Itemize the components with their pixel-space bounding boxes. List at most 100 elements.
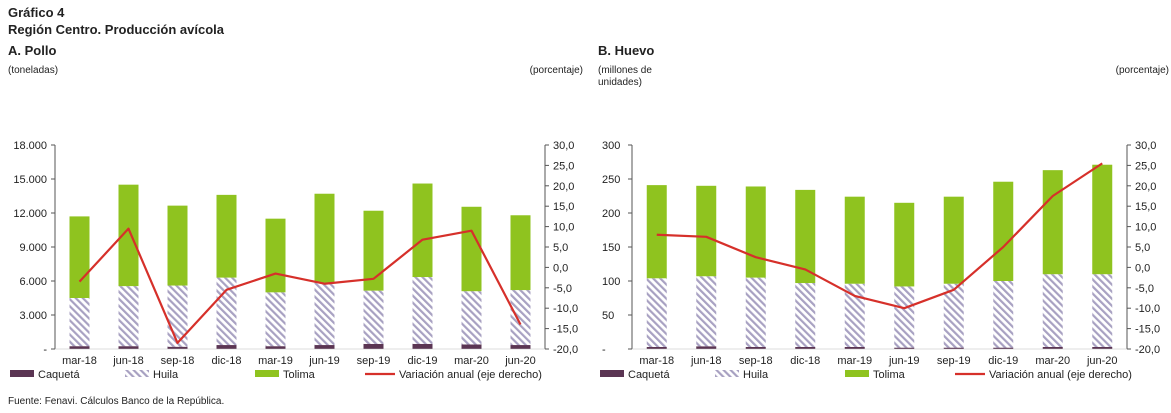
bar-huila bbox=[363, 290, 384, 344]
panel-title: B. Huevo bbox=[598, 43, 654, 58]
y-tick-label: 100 bbox=[602, 276, 620, 288]
bar-tolima bbox=[510, 215, 531, 291]
y-tick-label: 9.000 bbox=[19, 242, 47, 254]
x-tick-label: sep-18 bbox=[739, 355, 773, 367]
bar-huila bbox=[69, 298, 90, 347]
y-tick-label: 3.000 bbox=[19, 310, 47, 322]
y2-tick-label: 25,0 bbox=[553, 160, 574, 172]
x-tick-label: mar-20 bbox=[454, 355, 489, 367]
bar-caqueta bbox=[696, 346, 717, 349]
bar-tolima bbox=[943, 196, 964, 284]
y-tick-label: 300 bbox=[602, 140, 620, 152]
bar-tolima bbox=[646, 185, 667, 279]
y2-tick-label: 15,0 bbox=[1135, 201, 1156, 213]
bar-caqueta bbox=[412, 343, 433, 349]
legend-swatch-caqueta bbox=[600, 370, 624, 377]
x-tick-label: jun-19 bbox=[888, 355, 920, 367]
bar-caqueta bbox=[795, 346, 816, 349]
source-note: Fuente: Fenavi. Cálculos Banco de la Rep… bbox=[8, 396, 225, 407]
legend-label-variacion: Variación anual (eje derecho) bbox=[989, 369, 1132, 381]
bar-caqueta bbox=[894, 347, 915, 349]
bar-huila bbox=[894, 286, 915, 348]
x-tick-label: mar-19 bbox=[837, 355, 872, 367]
bar-tolima bbox=[993, 181, 1014, 281]
x-tick-label: dic-18 bbox=[790, 355, 820, 367]
panel-huevo: B. Huevo (millones de unidades) (porcentaje… bbox=[590, 40, 1171, 392]
bar-huila bbox=[314, 282, 335, 346]
legend-label-tolima: Tolima bbox=[873, 369, 906, 381]
bar-huila bbox=[412, 277, 433, 344]
bar-caqueta bbox=[167, 346, 188, 349]
bar-caqueta bbox=[118, 346, 139, 349]
bar-tolima bbox=[696, 185, 717, 277]
panel-title: A. Pollo bbox=[8, 43, 56, 58]
y-tick-label: - bbox=[43, 344, 47, 356]
y2-tick-label: -15,0 bbox=[553, 324, 578, 336]
legend-swatch-tolima bbox=[845, 370, 869, 377]
x-tick-label: sep-19 bbox=[937, 355, 971, 367]
y-tick-label: 250 bbox=[602, 174, 620, 186]
legend-swatch-tolima bbox=[255, 370, 279, 377]
bar-huila bbox=[993, 281, 1014, 348]
y2-tick-label: 30,0 bbox=[553, 140, 574, 152]
bar-huila bbox=[265, 292, 286, 347]
bar-tolima bbox=[1042, 170, 1063, 275]
line-variacion-anual bbox=[78, 227, 522, 344]
bar-tolima bbox=[745, 186, 766, 278]
bar-caqueta bbox=[844, 346, 865, 349]
legend-label-huila: Huila bbox=[743, 369, 769, 381]
bar-tolima bbox=[265, 218, 286, 293]
x-tick-label: jun-20 bbox=[504, 355, 536, 367]
y2-tick-label: 30,0 bbox=[1135, 140, 1156, 152]
line-variacion-anual bbox=[656, 162, 1103, 310]
bar-caqueta bbox=[510, 345, 531, 349]
y2-tick-label: -5,0 bbox=[553, 283, 572, 295]
x-tick-label: mar-18 bbox=[639, 355, 674, 367]
y2-tick-label: -10,0 bbox=[553, 303, 578, 315]
legend-swatch-huila bbox=[125, 370, 149, 377]
y2-tick-label: 15,0 bbox=[553, 201, 574, 213]
panel-pollo: A. Pollo (toneladas) (porcentaje) - 3.000 6.0… bbox=[0, 40, 585, 392]
y2-tick-label: 5,0 bbox=[1135, 242, 1150, 254]
bar-tolima bbox=[412, 183, 433, 278]
legend-swatch-huila bbox=[715, 370, 739, 377]
bar-tolima bbox=[69, 216, 90, 298]
bar-tolima bbox=[167, 205, 188, 286]
y-tick-label: 18.000 bbox=[13, 140, 47, 152]
chart-subtitle: Región Centro. Producción avícola bbox=[8, 22, 224, 37]
y2-tick-label: 0,0 bbox=[1135, 262, 1150, 274]
bar-tolima bbox=[894, 202, 915, 287]
bar-huila bbox=[696, 276, 717, 347]
x-tick-label: dic-19 bbox=[408, 355, 438, 367]
chart-title: Gráfico 4 bbox=[8, 5, 65, 20]
bar-tolima bbox=[795, 189, 816, 284]
bar-tolima bbox=[844, 196, 865, 284]
y-tick-label: 150 bbox=[602, 242, 620, 254]
bar-huila bbox=[118, 286, 139, 347]
bar-caqueta bbox=[646, 346, 667, 349]
bar-huila bbox=[795, 283, 816, 347]
y2-tick-label: -10,0 bbox=[1135, 303, 1160, 315]
y-tick-label: 12.000 bbox=[13, 208, 47, 220]
bar-huila bbox=[844, 283, 865, 347]
y2-tick-label: -20,0 bbox=[1135, 344, 1160, 356]
x-tick-label: sep-19 bbox=[357, 355, 391, 367]
x-tick-label: jun-20 bbox=[1086, 355, 1118, 367]
bar-caqueta bbox=[216, 345, 237, 349]
legend-label-caqueta: Caquetá bbox=[628, 369, 670, 381]
bar-caqueta bbox=[745, 346, 766, 349]
bar-caqueta bbox=[461, 344, 482, 349]
bar-tolima bbox=[314, 193, 335, 283]
bar-tolima bbox=[363, 210, 384, 291]
x-tick-label: jun-18 bbox=[690, 355, 722, 367]
y-axis-label: (toneladas) bbox=[8, 65, 58, 76]
y-axis-label: (millones de bbox=[598, 65, 652, 76]
y2-axis-label: (porcentaje) bbox=[1116, 65, 1169, 76]
legend-label-huila: Huila bbox=[153, 369, 179, 381]
bar-huila bbox=[745, 277, 766, 347]
y2-tick-label: -20,0 bbox=[553, 344, 578, 356]
bar-tolima bbox=[1092, 164, 1113, 275]
x-tick-label: mar-20 bbox=[1035, 355, 1070, 367]
bar-huila bbox=[943, 283, 964, 348]
